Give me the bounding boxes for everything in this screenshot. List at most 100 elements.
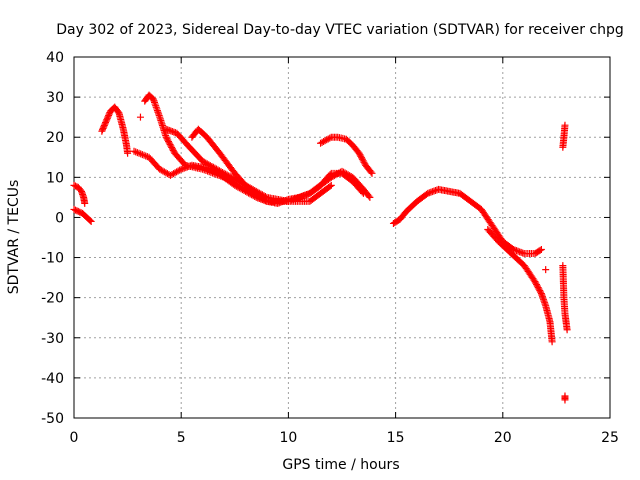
data-point (318, 138, 326, 146)
data-point (358, 154, 366, 162)
y-tick-label: 10 (46, 170, 64, 186)
data-point (561, 121, 569, 129)
data-point (138, 151, 146, 159)
data-point (200, 166, 208, 174)
data-point (327, 181, 335, 189)
data-point (358, 188, 366, 196)
data-point (210, 170, 218, 178)
data-point (209, 163, 217, 171)
data-point (324, 135, 332, 143)
data-point (326, 134, 334, 142)
data-point (208, 162, 216, 170)
series-arc-l (559, 262, 571, 334)
series-arc-i (389, 185, 545, 258)
series-arc-o (136, 113, 144, 121)
data-point (205, 168, 213, 176)
data-point (209, 169, 217, 177)
data-point (86, 216, 94, 224)
y-axis-label: SDTVAR / TECUs (6, 180, 22, 295)
data-point (168, 170, 176, 178)
data-point (367, 168, 375, 176)
data-point (537, 246, 545, 254)
data-point (366, 193, 374, 201)
series-arc-c (98, 103, 132, 157)
data-point (199, 157, 207, 165)
data-point (532, 279, 540, 287)
data-point (219, 168, 227, 176)
data-point (229, 174, 237, 182)
data-point (368, 169, 376, 177)
x-tick-label: 20 (494, 430, 512, 446)
series-arc-j (484, 225, 556, 346)
y-tick-label: -40 (41, 371, 64, 387)
data-point (156, 165, 164, 173)
x-axis-label: GPS time / hours (282, 457, 399, 473)
data-point (563, 326, 571, 334)
data-point (166, 171, 174, 179)
plot-frame (73, 56, 611, 419)
data-point (212, 165, 220, 173)
data-point (355, 149, 363, 157)
y-tick-label: 30 (46, 90, 64, 106)
data-point (202, 167, 210, 175)
data-point (321, 137, 329, 145)
chart-title: Day 302 of 2023, Sidereal Day-to-day VTE… (56, 22, 624, 38)
data-point (214, 166, 222, 174)
y-tick-label: 40 (46, 50, 64, 66)
data-point (204, 167, 212, 175)
data-point (365, 192, 373, 200)
y-tick-label: 20 (46, 130, 64, 146)
data-point (171, 169, 179, 177)
data-point (170, 170, 178, 178)
data-point (142, 152, 150, 160)
data-point (534, 284, 542, 292)
data-point (359, 189, 367, 197)
x-tick-label: 5 (177, 430, 186, 446)
data-point (199, 165, 207, 173)
series-arc-g (188, 125, 367, 207)
data-point (162, 169, 170, 177)
data-point (160, 168, 168, 176)
data-point (531, 278, 539, 286)
data-point (223, 171, 231, 179)
y-tick-label: -50 (41, 411, 64, 427)
data-point (137, 150, 145, 158)
data-point (358, 155, 366, 163)
data-point (133, 149, 141, 157)
points-layer (70, 91, 571, 404)
data-point (536, 287, 544, 295)
data-point (132, 148, 140, 156)
y-tick-label: -10 (41, 251, 64, 267)
data-point (356, 151, 364, 159)
data-point (561, 396, 569, 404)
data-point (140, 151, 148, 159)
data-point (174, 167, 182, 175)
series-arc-f (162, 125, 374, 205)
data-point (220, 169, 228, 177)
x-tick-label: 15 (387, 430, 405, 446)
data-point (136, 113, 144, 121)
data-point (159, 167, 167, 175)
series-arc-a (70, 181, 89, 207)
data-point (326, 171, 334, 179)
data-point (537, 288, 545, 296)
x-tick-label: 0 (70, 430, 79, 446)
data-point (326, 182, 334, 190)
series-arc-h (317, 133, 376, 177)
data-point (215, 167, 223, 175)
data-point (225, 172, 233, 180)
x-tick-label: 25 (601, 430, 619, 446)
data-point (176, 166, 184, 174)
data-point (130, 147, 138, 155)
data-point (135, 149, 143, 157)
data-point (228, 174, 236, 182)
series-arc-e (141, 91, 335, 205)
data-point (157, 166, 165, 174)
data-point (536, 246, 544, 254)
data-point (203, 160, 211, 168)
data-point (200, 158, 208, 166)
y-tick-label: -20 (41, 291, 64, 307)
grid-layer (74, 57, 610, 418)
data-point (226, 173, 234, 181)
